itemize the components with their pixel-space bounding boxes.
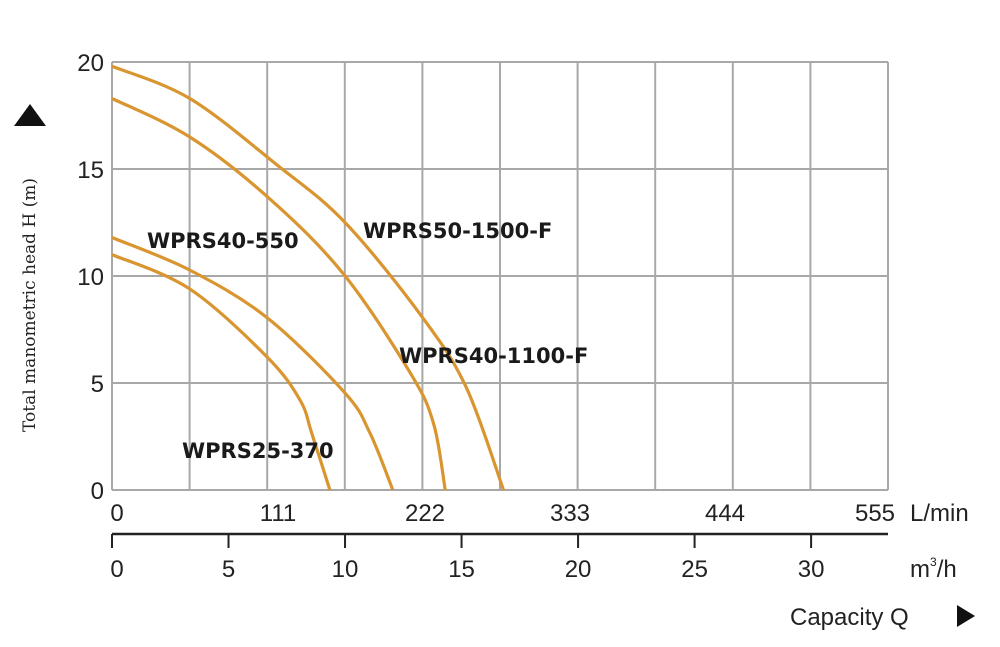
series-label-wprs40-550: WPRS40-550 xyxy=(147,229,299,253)
x-tick-label-m3h: 20 xyxy=(565,556,592,583)
x-tick-label-m3h: 0 xyxy=(110,556,123,583)
unit-m: m xyxy=(910,556,930,583)
series-labels: WPRS25-370 WPRS40-550 WPRS40-1100-F WPRS50-… xyxy=(147,219,588,463)
series-label-wprs50-1500-f: WPRS50-1500-F xyxy=(363,219,552,243)
y-axis-label: Total manometric head H (m) xyxy=(20,178,40,432)
curve-wprs25-370 xyxy=(111,253,332,491)
curve-wprs40-550 xyxy=(111,236,395,491)
x-tick-label-lmin: 222 xyxy=(405,500,445,527)
x-unit-lmin: L/min xyxy=(910,500,969,527)
y-tick-label: 0 xyxy=(91,478,104,505)
x-tick-label-lmin: 555 xyxy=(855,500,895,527)
y-tick-label: 15 xyxy=(77,157,104,184)
x-tick-label-lmin: 444 xyxy=(705,500,745,527)
y-tick-label: 5 xyxy=(91,371,104,398)
series-label-wprs40-1100-f: WPRS40-1100-F xyxy=(399,344,588,368)
curve-wprs40-1100-f xyxy=(111,96,447,491)
x-axis-label: Capacity Q xyxy=(790,604,909,631)
grid xyxy=(111,61,889,491)
x-tick-label-m3h: 30 xyxy=(798,556,825,583)
x-unit-m3h: m3/h xyxy=(910,555,957,583)
curve-wprs50-1500-f xyxy=(111,64,505,491)
y-axis-arrow-icon xyxy=(14,104,46,126)
x-tick-label-m3h: 10 xyxy=(332,556,359,583)
y-tick-label: 20 xyxy=(77,50,104,77)
unit-per-h: /h xyxy=(937,556,957,583)
unit-sup: 3 xyxy=(930,555,937,569)
x-tick-label-lmin: 111 xyxy=(260,500,296,527)
y-tick-label: 10 xyxy=(77,264,104,291)
x-tick-label-lmin: 0 xyxy=(110,500,123,527)
x-tick-label-lmin: 333 xyxy=(550,500,590,527)
y-tick-labels: 0 5 10 15 20 xyxy=(77,50,104,505)
x-axis-arrow-icon xyxy=(957,605,975,627)
x-tick-label-m3h: 15 xyxy=(448,556,475,583)
curves xyxy=(111,64,505,491)
x-tick-label-m3h: 5 xyxy=(222,556,235,583)
x-tick-labels: 0 111 222 333 444 555 0 5 10 15 20 25 30 xyxy=(110,500,895,583)
x-tick-label-m3h: 25 xyxy=(681,556,708,583)
series-label-wprs25-370: WPRS25-370 xyxy=(182,439,334,463)
